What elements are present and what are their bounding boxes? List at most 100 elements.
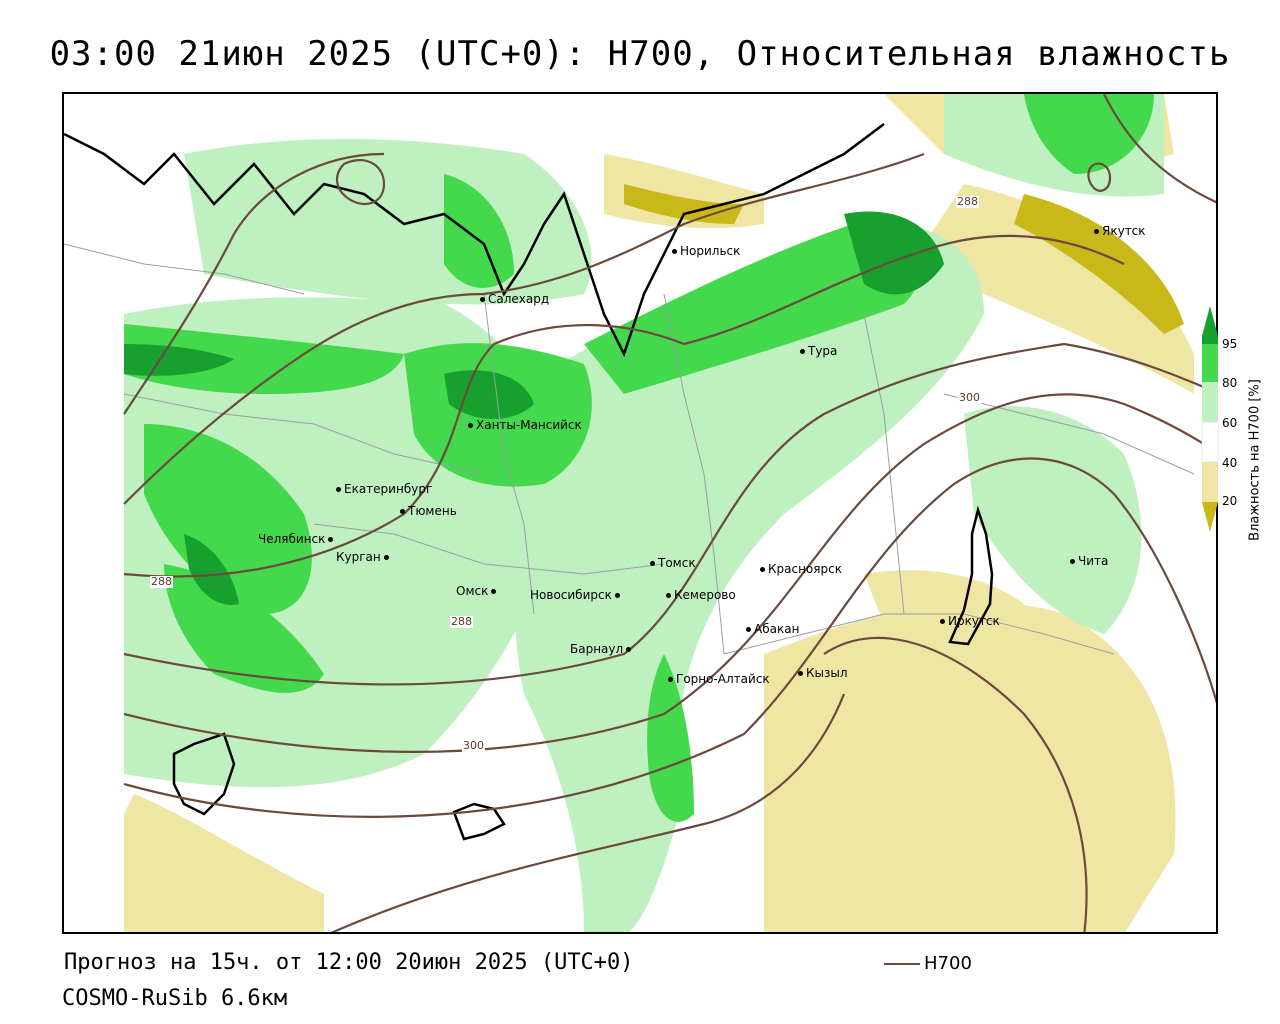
- wet-zone-southeast-tail: [647, 654, 694, 822]
- city-marker: [400, 509, 405, 514]
- city-novosibirsk: Новосибирск: [530, 588, 623, 602]
- wet-band-central: [584, 214, 922, 394]
- legend-tick: 60: [1222, 416, 1238, 430]
- city-yakutsk: Якутск: [1094, 224, 1146, 238]
- map-area: 288 300 288 288 300 Якутск Норильск Сале…: [62, 92, 1218, 934]
- city-marker: [746, 627, 751, 632]
- very-wet-zone-1: [844, 211, 944, 295]
- legend-tick: 80: [1222, 376, 1238, 390]
- contour-line-2: [123, 393, 1216, 753]
- city-marker: [336, 487, 341, 492]
- contour-line-9: [1103, 94, 1216, 204]
- city-label: Томск: [658, 556, 696, 570]
- contour-ring-north: [336, 159, 386, 206]
- very-wet-zone-3: [124, 344, 234, 376]
- city-marker: [1094, 229, 1099, 234]
- city-label: Чита: [1078, 554, 1109, 568]
- city-label: Новосибирск: [530, 588, 612, 602]
- city-omsk: Омск: [456, 584, 499, 598]
- city-tyumen: Тюмень: [400, 504, 457, 518]
- contour-line-6: [123, 152, 385, 415]
- city-marker: [650, 561, 655, 566]
- city-barnaul: Барнаул: [570, 642, 634, 656]
- city-marker: [614, 593, 620, 598]
- wet-band-ural: [124, 324, 404, 394]
- border-line-5: [863, 313, 905, 615]
- city-krasnoyarsk: Красноярск: [760, 562, 842, 576]
- legend-swatch-60: [1202, 382, 1218, 422]
- contour-label: 300: [958, 391, 981, 404]
- legend-tick: 40: [1222, 456, 1238, 470]
- city-label: Барнаул: [570, 642, 624, 656]
- city-label: Тура: [808, 344, 838, 358]
- city-irkutsk: Иркутск: [940, 614, 1000, 628]
- city-abakan: Абакан: [746, 622, 799, 636]
- very-wet-zone-4: [184, 534, 239, 605]
- city-gorno-altaysk: Горно-Алтайск: [668, 672, 770, 686]
- border-line-8: [64, 243, 305, 295]
- city-label: Иркутск: [948, 614, 1000, 628]
- city-label: Норильск: [680, 244, 741, 258]
- legend-swatch-bottom-arrow: [1202, 502, 1218, 532]
- model-name: COSMO-RuSib 6.6км: [62, 986, 288, 1011]
- humidity-color-scale: [1201, 306, 1219, 532]
- city-label: Омск: [456, 584, 489, 598]
- city-marker: [468, 423, 473, 428]
- coastline-baikal: [948, 505, 994, 646]
- city-label: Красноярск: [768, 562, 842, 576]
- contour-line-1: [123, 342, 1216, 686]
- contour-ring-northeast: [1087, 162, 1112, 192]
- city-marker: [668, 677, 673, 682]
- city-tomsk: Томск: [650, 556, 696, 570]
- city-label: Ханты-Мансийск: [476, 418, 582, 432]
- contour-legend: H700: [884, 953, 972, 974]
- moist-zone-east: [964, 406, 1142, 634]
- city-marker: [760, 567, 765, 572]
- contour-line-4: [123, 234, 1125, 578]
- city-label: Курган: [336, 550, 381, 564]
- legend-swatch-40: [1202, 462, 1218, 502]
- city-chita: Чита: [1070, 554, 1108, 568]
- wet-zone-west-south: [164, 564, 324, 693]
- forecast-info: Прогноз на 15ч. от 12:00 20июн 2025 (UTC…: [64, 950, 634, 975]
- border-line-1: [123, 393, 485, 475]
- contour-legend-line: [884, 963, 920, 965]
- legend-swatch-neutral: [1201, 421, 1219, 463]
- city-khanty-mansiysk: Ханты-Мансийск: [468, 418, 582, 432]
- legend-swatch-80: [1202, 344, 1218, 382]
- border-line-7: [723, 613, 1115, 655]
- legend-title: Влажность на H700 [%]: [1247, 379, 1263, 541]
- city-tura: Тура: [800, 344, 837, 358]
- legend-tick: 95: [1222, 337, 1238, 351]
- city-chelyabinsk: Челябинск: [258, 532, 336, 546]
- border-line-2: [313, 523, 665, 575]
- very-wet-zone-2: [444, 370, 534, 419]
- border-line-6: [943, 393, 1195, 475]
- city-marker: [626, 647, 632, 652]
- coastline-north: [64, 123, 885, 358]
- dry-zone-south: [764, 601, 1176, 932]
- city-marker: [383, 555, 389, 560]
- city-marker: [328, 537, 334, 542]
- contour-line-3: [123, 457, 1216, 818]
- legend-swatch-top-arrow: [1202, 306, 1218, 336]
- city-kurgan: Курган: [336, 550, 392, 564]
- city-yekaterinburg: Екатеринбург: [336, 482, 432, 496]
- city-label: Челябинск: [258, 532, 326, 546]
- city-norilsk: Норильск: [672, 244, 740, 258]
- city-label: Кызыл: [806, 666, 848, 680]
- city-marker: [480, 297, 485, 302]
- city-marker: [940, 619, 945, 624]
- contour-line-8: [330, 693, 846, 932]
- city-label: Екатеринбург: [344, 482, 433, 496]
- city-label: Якутск: [1102, 224, 1146, 238]
- very-dry-northeast: [1014, 194, 1184, 334]
- city-marker: [672, 249, 677, 254]
- coastline-caspian: [172, 732, 236, 816]
- contour-line-7: [823, 636, 1088, 932]
- humidity-field: [64, 94, 1216, 932]
- wet-zone-northeast: [1024, 94, 1154, 174]
- contour-label: 288: [450, 615, 473, 628]
- city-marker: [798, 671, 803, 676]
- city-salekhard: Салехард: [480, 292, 549, 306]
